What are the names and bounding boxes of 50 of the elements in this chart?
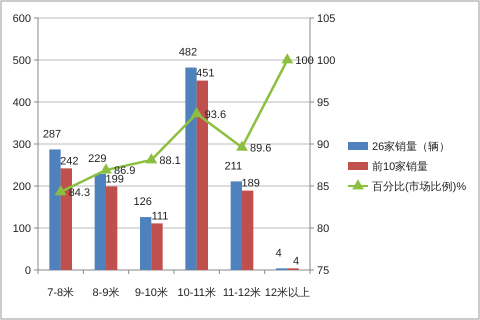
y2-tick-label: 85: [317, 181, 330, 193]
x-tick-label: 12米以上: [264, 286, 310, 299]
y2-tick-label: 75: [317, 265, 330, 277]
data-label: 4: [292, 255, 300, 268]
point: [190, 106, 203, 118]
data-label: 287: [42, 128, 62, 140]
data-label: 242: [60, 155, 79, 168]
x-tick-label: 8-9米: [92, 286, 120, 299]
y-tick-label: 500: [12, 55, 31, 67]
bar: [49, 149, 61, 270]
data-label: 111: [152, 210, 168, 222]
data-label: 126: [133, 196, 152, 208]
data-label: 100: [295, 55, 314, 67]
data-label: 229: [88, 152, 107, 165]
y-tick-label: 0: [24, 265, 31, 277]
bar: [242, 190, 254, 270]
data-label: 89.6: [250, 142, 272, 154]
y2-tick-label: 90: [317, 139, 330, 151]
legend-label: 百分比(市场比例)%: [372, 180, 466, 193]
bar: [140, 217, 152, 270]
point: [236, 140, 248, 151]
y2-tick-label: 95: [317, 97, 330, 109]
data-label: 4: [276, 247, 282, 260]
y-tick-label: 100: [12, 223, 31, 235]
bar: [94, 174, 106, 270]
y2-tick-label: 105: [317, 13, 336, 25]
x-tick-label: 11-12米: [222, 286, 262, 299]
data-label: 482: [178, 46, 198, 59]
point: [100, 163, 112, 174]
data-label: 211: [224, 160, 242, 172]
point: [54, 185, 67, 196]
legend-label: 前10家销量: [372, 160, 428, 173]
bar: [185, 68, 197, 270]
bar: [230, 181, 242, 270]
y-tick-label: 200: [12, 181, 31, 193]
y-tick-label: 300: [12, 139, 31, 151]
x-tick-label: 10-11米: [178, 286, 216, 299]
x-tick-label: 9-10米: [134, 286, 168, 299]
x-tick-label: 7-8米: [47, 286, 74, 299]
y-tick-label: 600: [12, 13, 31, 25]
data-label: 189: [241, 178, 260, 190]
point: [281, 53, 294, 64]
point: [145, 153, 158, 164]
bar: [151, 223, 163, 270]
bar: [106, 186, 118, 270]
y-tick-label: 400: [12, 97, 31, 109]
y2-tick-label: 80: [317, 223, 330, 235]
legend-label: 26家销量（辆）: [372, 140, 450, 153]
y2-tick-label: 100: [317, 55, 336, 67]
data-label: 88.1: [159, 154, 181, 167]
